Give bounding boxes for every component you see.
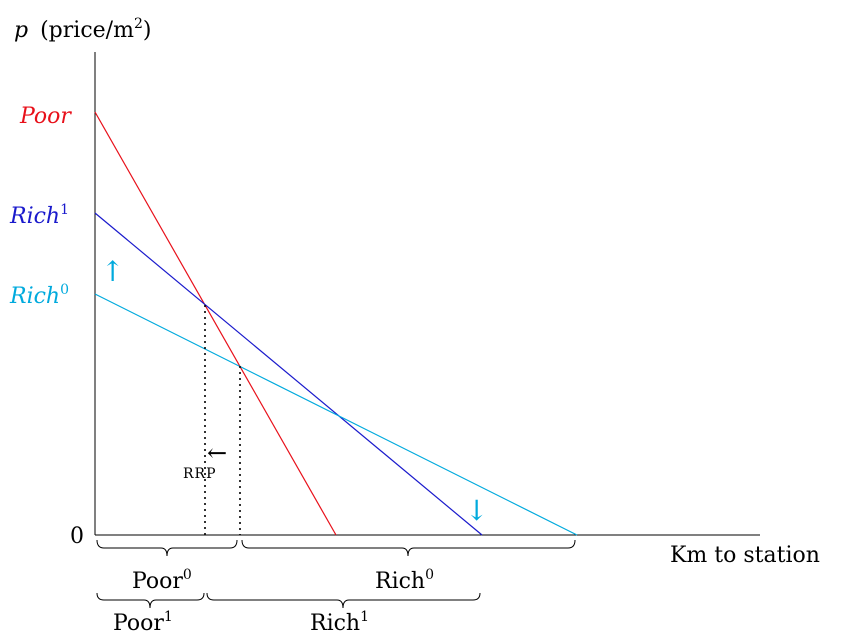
poor0-bracket xyxy=(96,539,238,557)
poor0-bracket-label: Poor0 xyxy=(132,567,192,594)
poor-curve-label: Poor xyxy=(19,104,72,129)
rich1-bracket-label: Rich1 xyxy=(310,609,369,636)
rich0-curve-label: Rich0 xyxy=(9,282,69,309)
rich1-curve-label: Rich1 xyxy=(9,202,69,229)
x-axis-label: Km to station xyxy=(670,543,820,568)
shift-up-arrow-icon: ↑ xyxy=(101,255,124,288)
origin-label: 0 xyxy=(70,524,84,549)
rich1-bracket xyxy=(206,592,481,609)
poor1-bracket-label: Poor1 xyxy=(113,609,173,636)
rich1-curve xyxy=(94,212,483,536)
shift-down-arrow-icon: ↓ xyxy=(465,494,488,527)
rich0-curve xyxy=(94,293,578,536)
poor-curve xyxy=(94,111,337,536)
y-axis-label: p (price/m2) xyxy=(14,16,151,43)
rrp-label: RRP xyxy=(183,466,217,482)
poor1-bracket xyxy=(96,592,205,609)
rrp-arrow-icon: ← xyxy=(207,439,227,467)
rich0-bracket-label: Rich0 xyxy=(375,567,434,594)
rich0-bracket xyxy=(241,539,576,557)
